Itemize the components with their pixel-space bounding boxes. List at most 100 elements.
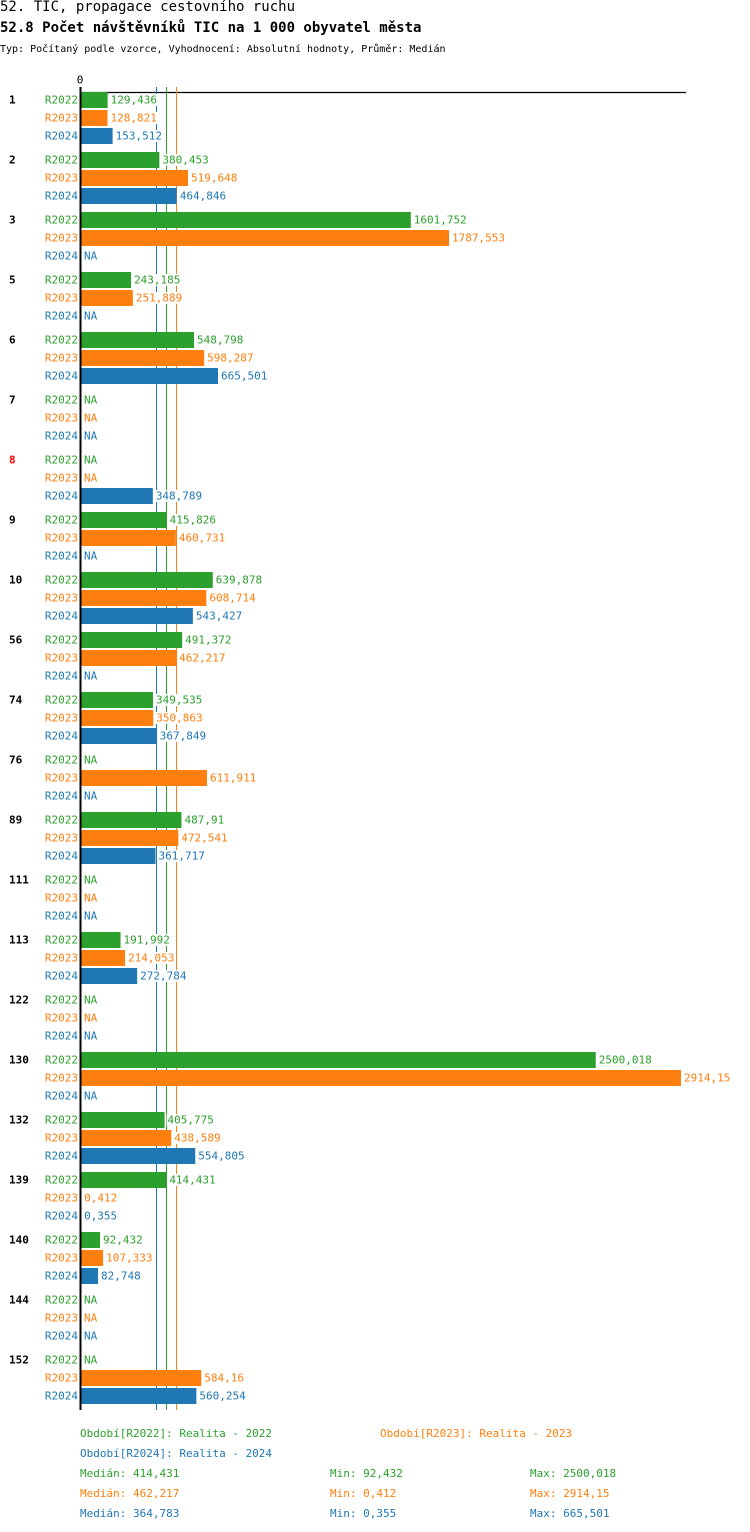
value-label-5-r2024: NA	[84, 310, 98, 323]
category-label-10: 10	[9, 574, 22, 587]
series-label-r2024: R2024	[45, 1210, 78, 1223]
series-label-r2024: R2024	[45, 1090, 78, 1103]
series-label-r2024: R2024	[45, 310, 78, 323]
value-label-113-r2023: 214,053	[128, 952, 174, 965]
legend-text-r2023: Období[R2023]: Realita - 2023	[380, 1427, 573, 1440]
value-label-bg	[83, 430, 99, 442]
value-label-111-r2024: NA	[84, 910, 98, 923]
value-label-bg	[597, 1054, 653, 1066]
stat-median-r2024: Medián: 364,783	[80, 1507, 180, 1520]
value-label-89-r2022: 487,91	[184, 814, 224, 827]
series-label-r2024: R2024	[45, 1030, 78, 1043]
value-label-6-r2023: 598,287	[207, 352, 253, 365]
category-label-7: 7	[9, 394, 16, 407]
value-label-bg	[83, 310, 99, 322]
bar-89-r2023	[81, 830, 179, 846]
bar-10-r2024	[81, 608, 193, 624]
category-label-9: 9	[9, 514, 16, 527]
value-label-bg	[83, 250, 99, 262]
stat-min-r2022: Min: 92,432	[330, 1467, 403, 1480]
value-label-113-r2024: 272,784	[140, 970, 187, 983]
value-label-bg	[83, 412, 99, 424]
value-label-bg	[83, 394, 99, 406]
value-label-56-r2024: NA	[84, 670, 98, 683]
series-label-r2024: R2024	[45, 670, 78, 683]
bar-5-r2022	[81, 272, 132, 288]
category-label-5: 5	[9, 274, 16, 287]
series-label-r2022: R2022	[45, 1294, 78, 1307]
series-label-r2022: R2022	[45, 994, 78, 1007]
series-label-r2024: R2024	[45, 490, 78, 503]
bar-1-r2023	[81, 110, 108, 126]
series-label-r2024: R2024	[45, 250, 78, 263]
series-label-r2022: R2022	[45, 94, 78, 107]
value-label-bg	[161, 154, 210, 166]
chart-title: 52.8 Počet návštěvníků TIC na 1 000 obyv…	[0, 20, 422, 36]
series-label-r2022: R2022	[45, 394, 78, 407]
value-label-bg	[214, 574, 263, 586]
bar-132-r2022	[81, 1112, 165, 1128]
value-label-bg	[83, 1312, 99, 1324]
value-label-bg	[83, 892, 99, 904]
value-label-76-r2022: NA	[84, 754, 98, 767]
series-label-r2023: R2023	[45, 1072, 78, 1085]
value-label-bg	[203, 1372, 245, 1384]
legend-text-r2022: Období[R2022]: Realita - 2022	[80, 1427, 273, 1440]
bar-113-r2023	[81, 950, 126, 966]
value-label-132-r2023: 438,589	[174, 1132, 220, 1145]
value-label-bg	[83, 790, 99, 802]
category-label-140: 140	[9, 1234, 29, 1247]
bar-56-r2023	[81, 650, 177, 666]
legend-text-r2024: Období[R2024]: Realita - 2024	[80, 1447, 273, 1460]
category-label-139: 139	[9, 1174, 29, 1187]
value-label-bg	[114, 130, 163, 142]
value-label-bg	[83, 1294, 99, 1306]
bar-130-r2023	[81, 1070, 681, 1086]
value-label-bg	[83, 1192, 119, 1204]
series-label-r2023: R2023	[45, 1312, 78, 1325]
bar-140-r2022	[81, 1232, 101, 1248]
value-label-bg	[83, 1330, 99, 1342]
value-label-2-r2022: 380,453	[162, 154, 208, 167]
bar-76-r2023	[81, 770, 207, 786]
value-label-bg	[105, 1252, 154, 1264]
series-label-r2022: R2022	[45, 1174, 78, 1187]
series-label-r2024: R2024	[45, 550, 78, 563]
series-label-r2023: R2023	[45, 412, 78, 425]
series-label-r2024: R2024	[45, 1270, 78, 1283]
series-label-r2023: R2023	[45, 352, 78, 365]
value-label-132-r2022: 405,775	[168, 1114, 214, 1127]
bar-2-r2023	[81, 170, 188, 186]
series-label-r2023: R2023	[45, 712, 78, 725]
series-label-r2024: R2024	[45, 130, 78, 143]
legend-item-r2024: Období[R2024]: Realita - 2024	[80, 1447, 272, 1460]
value-label-144-r2024: NA	[84, 1330, 98, 1343]
value-label-bg	[100, 1270, 142, 1282]
value-label-10-r2023: 608,714	[209, 592, 256, 605]
bar-139-r2022	[81, 1172, 167, 1188]
bar-140-r2024	[81, 1268, 99, 1284]
series-label-r2024: R2024	[45, 1390, 78, 1403]
category-label-144: 144	[9, 1294, 29, 1307]
series-label-r2024: R2024	[45, 850, 78, 863]
value-label-bg	[189, 172, 239, 184]
chart-meta-description: Typ: Počítaný podle vzorce, Vyhodnocení:…	[0, 44, 446, 55]
value-label-bg	[683, 1072, 732, 1084]
bar-132-r2023	[81, 1130, 172, 1146]
bar-2-r2022	[81, 152, 160, 168]
value-label-bg	[83, 1354, 99, 1366]
value-label-89-r2024: 361,717	[158, 850, 204, 863]
value-label-bg	[83, 1012, 99, 1024]
series-label-r2022: R2022	[45, 1234, 78, 1247]
value-label-152-r2023: 584,16	[204, 1372, 244, 1385]
category-label-74: 74	[9, 694, 23, 707]
value-label-bg	[208, 592, 257, 604]
value-label-144-r2022: NA	[84, 1294, 98, 1307]
value-label-bg	[206, 352, 255, 364]
value-label-bg	[83, 1210, 119, 1222]
series-label-r2024: R2024	[45, 970, 78, 983]
value-label-140-r2023: 107,333	[106, 1252, 152, 1265]
value-label-76-r2024: NA	[84, 790, 98, 803]
bar-89-r2024	[81, 848, 156, 864]
